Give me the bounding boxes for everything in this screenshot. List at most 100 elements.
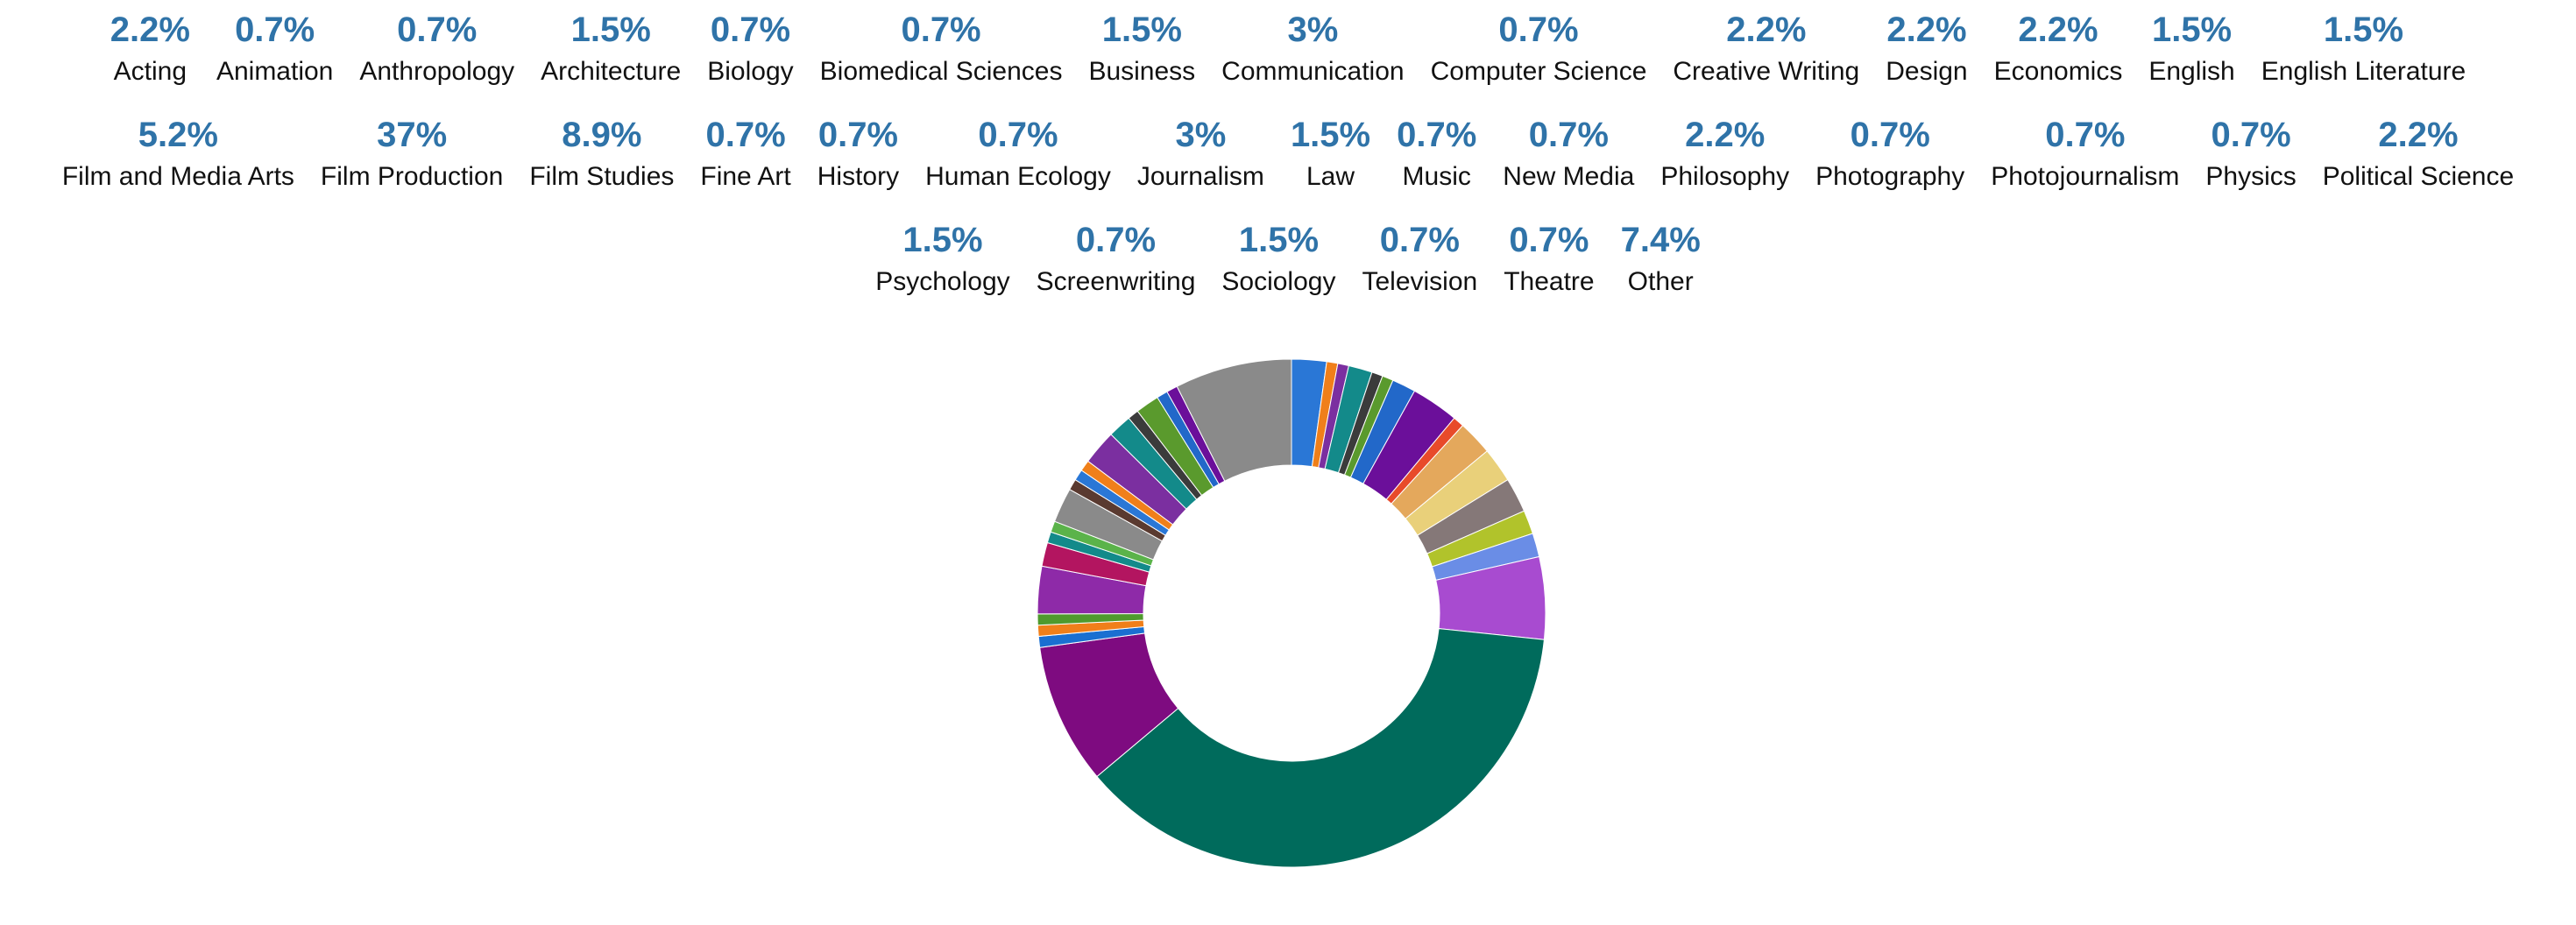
legend-item: 1.5% English Literature xyxy=(2261,7,2466,96)
legend-item: 0.7% Computer Science xyxy=(1431,7,1647,96)
value-label: 2.2% xyxy=(2018,11,2098,49)
category-label: Anthropology xyxy=(359,57,515,86)
value-label: 0.7% xyxy=(1509,221,1589,259)
category-label: Political Science xyxy=(2322,162,2515,191)
legend-item: 2.2% Economics xyxy=(1994,7,2123,96)
legend-item: 0.7% Physics xyxy=(2205,112,2296,201)
category-label: English xyxy=(2148,57,2235,86)
value-label: 0.7% xyxy=(705,116,786,154)
category-label: Photojournalism xyxy=(1991,162,2180,191)
category-label: Music xyxy=(1402,162,1471,191)
category-label: Photography xyxy=(1815,162,1965,191)
legend-item: 0.7% History xyxy=(817,112,899,201)
legend-item: 0.7% Television xyxy=(1362,217,1477,307)
legend: 2.2% Acting 0.7% Animation 0.7% Anthropology 1… xyxy=(18,7,2558,307)
legend-item: 3% Communication xyxy=(1221,7,1404,96)
legend-item: 1.5% Business xyxy=(1088,7,1195,96)
value-label: 8.9% xyxy=(562,116,642,154)
legend-item: 1.5% Architecture xyxy=(541,7,681,96)
value-label: 0.7% xyxy=(1075,221,1157,259)
category-label: Psychology xyxy=(875,267,1010,296)
legend-item: 0.7% Photojournalism xyxy=(1991,112,2179,201)
value-label: 0.7% xyxy=(397,11,478,49)
value-label: 2.2% xyxy=(1726,11,1807,49)
value-label: 0.7% xyxy=(1850,116,1930,154)
value-label: 1.5% xyxy=(1238,221,1320,259)
category-label: Economics xyxy=(1993,57,2123,86)
category-label: Biology xyxy=(707,57,794,86)
category-label: Computer Science xyxy=(1430,57,1647,86)
value-label: 0.7% xyxy=(1498,11,1579,49)
legend-item: 5.2% Film and Media Arts xyxy=(62,112,294,201)
value-label: 0.7% xyxy=(1379,221,1460,259)
legend-item: 2.2% Acting xyxy=(110,7,190,96)
value-label: 3% xyxy=(1287,11,1339,49)
legend-item: 0.7% New Media xyxy=(1503,112,1634,201)
category-label: Physics xyxy=(2205,162,2296,191)
legend-item: 2.2% Creative Writing xyxy=(1673,7,1859,96)
category-label: Creative Writing xyxy=(1673,57,1860,86)
value-label: 0.7% xyxy=(1397,116,1477,154)
legend-item: 0.7% Anthropology xyxy=(359,7,514,96)
legend-item: 8.9% Film Studies xyxy=(529,112,674,201)
value-label: 0.7% xyxy=(817,116,898,154)
category-label: Film Studies xyxy=(529,162,675,191)
category-label: Law xyxy=(1306,162,1355,191)
category-label: English Literature xyxy=(2261,57,2466,86)
value-label: 2.2% xyxy=(1685,116,1766,154)
value-label: 0.7% xyxy=(978,116,1058,154)
legend-item: 0.7% Biology xyxy=(707,7,793,96)
category-label: Film Production xyxy=(320,162,504,191)
legend-item: 7.4% Other xyxy=(1621,217,1701,307)
legend-item: 1.5% Psychology xyxy=(875,217,1009,307)
legend-item: 1.5% Law xyxy=(1291,112,1370,201)
category-label: Film and Media Arts xyxy=(61,162,294,191)
category-label: Screenwriting xyxy=(1036,267,1196,296)
category-label: Other xyxy=(1627,267,1694,296)
legend-item: 0.7% Theatre xyxy=(1504,217,1594,307)
category-label: Design xyxy=(1886,57,1968,86)
legend-item: 37% Film Production xyxy=(321,112,503,201)
value-label: 2.2% xyxy=(2378,116,2459,154)
value-label: 1.5% xyxy=(570,11,651,49)
category-label: Communication xyxy=(1221,57,1405,86)
value-label: 1.5% xyxy=(2151,11,2233,49)
legend-item: 2.2% Political Science xyxy=(2323,112,2514,201)
category-label: New Media xyxy=(1503,162,1635,191)
category-label: Business xyxy=(1088,57,1196,86)
value-label: 0.7% xyxy=(710,11,791,49)
value-label: 1.5% xyxy=(1101,11,1182,49)
legend-item: 0.7% Human Ecology xyxy=(925,112,1111,201)
value-label: 3% xyxy=(1175,116,1227,154)
value-label: 1.5% xyxy=(2323,11,2404,49)
donut-slice xyxy=(1176,358,1292,482)
value-label: 0.7% xyxy=(2211,116,2291,154)
value-label: 7.4% xyxy=(1620,221,1701,259)
category-label: Human Ecology xyxy=(925,162,1111,191)
donut-slice xyxy=(1096,628,1545,868)
legend-item: 2.2% Philosophy xyxy=(1660,112,1789,201)
category-label: Animation xyxy=(216,57,334,86)
category-label: Acting xyxy=(113,57,188,86)
legend-item: 0.7% Photography xyxy=(1815,112,1964,201)
category-label: Theatre xyxy=(1504,267,1595,296)
category-label: Television xyxy=(1362,267,1478,296)
category-label: Sociology xyxy=(1221,267,1336,296)
legend-item: 0.7% Biomedical Sciences xyxy=(820,7,1063,96)
legend-item: 0.7% Fine Art xyxy=(700,112,790,201)
legend-item: 3% Journalism xyxy=(1137,112,1264,201)
category-label: Philosophy xyxy=(1660,162,1790,191)
category-label: Journalism xyxy=(1136,162,1264,191)
legend-item: 1.5% Sociology xyxy=(1221,217,1335,307)
value-label: 0.7% xyxy=(1528,116,1609,154)
legend-item: 1.5% English xyxy=(2148,7,2234,96)
value-label: 2.2% xyxy=(110,11,190,49)
category-label: History xyxy=(817,162,900,191)
legend-item: 0.7% Animation xyxy=(216,7,333,96)
category-label: Biomedical Sciences xyxy=(819,57,1063,86)
value-label: 0.7% xyxy=(901,11,981,49)
value-label: 37% xyxy=(377,116,448,154)
value-label: 0.7% xyxy=(2045,116,2126,154)
